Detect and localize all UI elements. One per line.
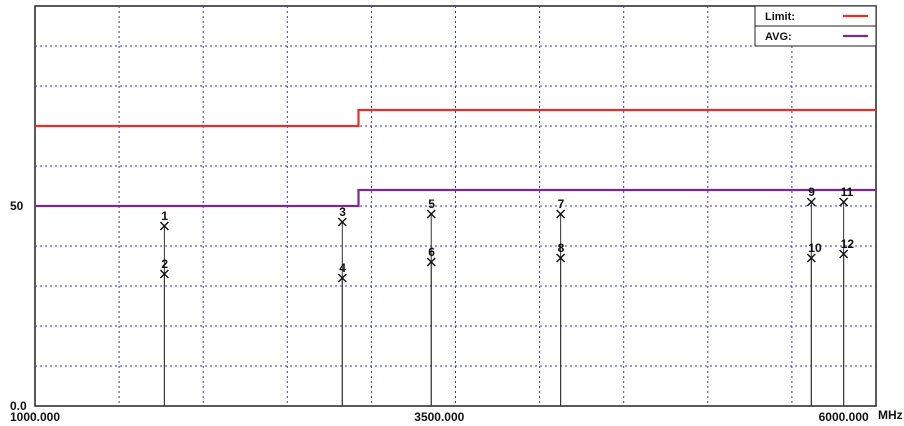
x-tick-label: 6000.000 — [819, 410, 869, 424]
marker-6 — [426, 257, 436, 267]
marker-5 — [426, 209, 436, 219]
marker-label-1: 1 — [161, 209, 168, 223]
legend-label: AVG: — [765, 31, 792, 43]
marker-4 — [337, 273, 347, 283]
marker-label-6: 6 — [428, 245, 435, 259]
marker-label-12: 12 — [841, 237, 855, 251]
series-line-avg — [35, 188, 876, 208]
legend: Limit: AVG: — [754, 5, 877, 47]
marker-label-10: 10 — [808, 241, 822, 255]
y-tick-label: 50 — [10, 199, 24, 213]
marker-label-7: 7 — [558, 197, 565, 211]
marker-label-2: 2 — [161, 257, 168, 271]
marker-11 — [839, 197, 849, 207]
series-lines — [35, 108, 876, 208]
x-axis-unit: MHz — [878, 408, 903, 422]
y-tick-label: 0.0 — [10, 399, 27, 413]
marker-7 — [556, 209, 566, 219]
series-line-limit — [35, 108, 876, 128]
grid — [35, 6, 876, 406]
marker-12 — [839, 249, 849, 259]
marker-2 — [159, 269, 169, 279]
legend-label: Limit: — [765, 11, 795, 23]
marker-label-4: 4 — [339, 261, 346, 275]
marker-label-11: 11 — [841, 185, 854, 199]
marker-label-8: 8 — [558, 241, 565, 255]
x-tick-label: 1000.000 — [10, 410, 60, 424]
x-tick-label: 3500.000 — [414, 410, 464, 424]
marker-9 — [806, 197, 816, 207]
marker-8 — [556, 253, 566, 263]
marker-10 — [806, 253, 816, 263]
tick-labels: 0.0 50 1000.000 3500.000 6000.000 MHz — [10, 199, 903, 424]
marker-label-3: 3 — [339, 205, 346, 219]
marker-label-5: 5 — [428, 197, 435, 211]
marker-3 — [337, 217, 347, 227]
marker-label-9: 9 — [808, 185, 815, 199]
marker-1 — [159, 221, 169, 231]
